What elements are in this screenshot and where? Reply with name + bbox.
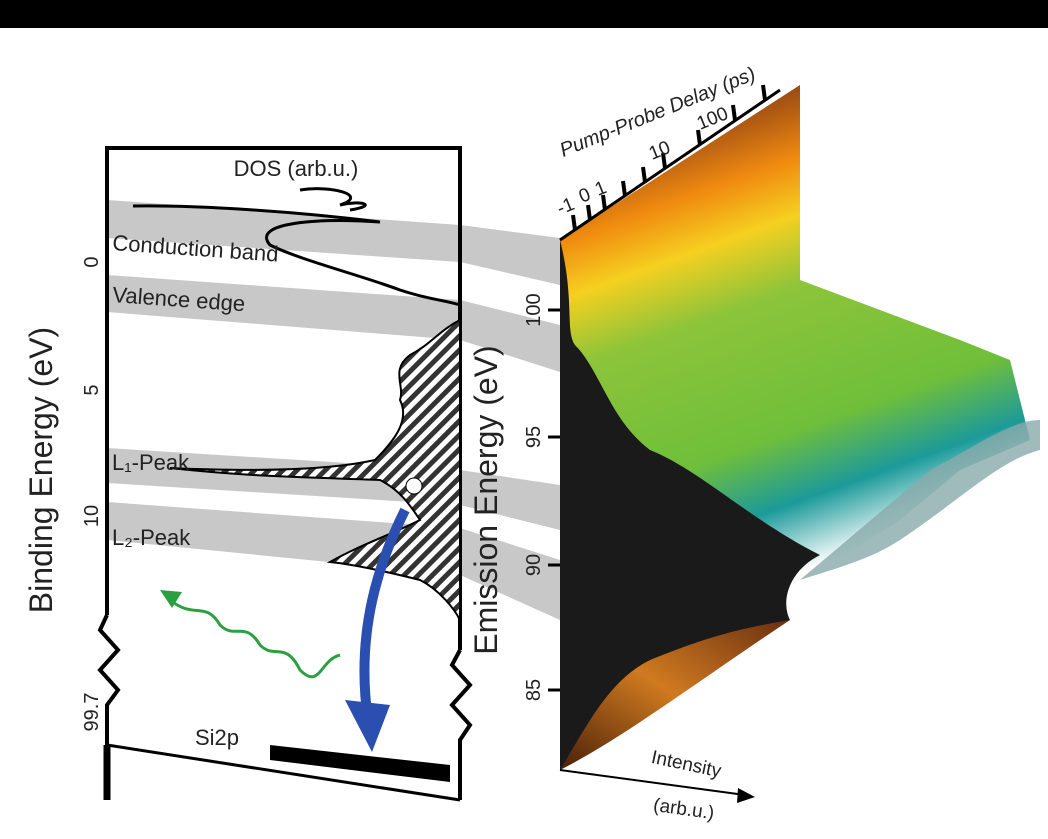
delay-tick-label: 1 [592,177,610,200]
core-level [270,745,450,782]
y-tick-label: 95 [523,426,545,448]
band-label: L₂-Peak [112,525,191,550]
y-axis-label: Emission Energy (eV) [468,345,504,654]
hole [406,478,422,494]
y-tick-label: 0 [81,256,103,267]
decay-arrowhead [345,700,390,752]
y-tick-label: 99.7 [81,693,103,732]
figure: DOS (arb.u.) Conduction band Valence edg… [0,0,1048,834]
intensity-unit: (arb.u.) [652,795,716,824]
delay-tick-label: 100 [694,103,731,134]
band-label: L₁-Peak [112,450,190,475]
dos-label: DOS (arb.u.) [234,156,359,181]
intensity-arrowhead [737,788,755,803]
dos-hatched [170,320,460,620]
y-tick-label: 5 [81,384,103,395]
dos-top [300,189,365,210]
delay-tick-label: 0 [576,184,594,207]
y-tick-label: 10 [81,505,103,527]
core-label: Si2p [195,725,239,750]
y-tick-label: 90 [523,554,545,576]
y-tick-label: 85 [523,679,545,701]
y-axis-label: Binding Energy (eV) [23,327,59,613]
top-bar [0,0,1048,28]
intensity-label: Intensity [649,747,723,782]
y-tick-label: 100 [523,293,545,326]
photon [170,600,340,677]
delay-tick-label: 10 [646,137,673,164]
